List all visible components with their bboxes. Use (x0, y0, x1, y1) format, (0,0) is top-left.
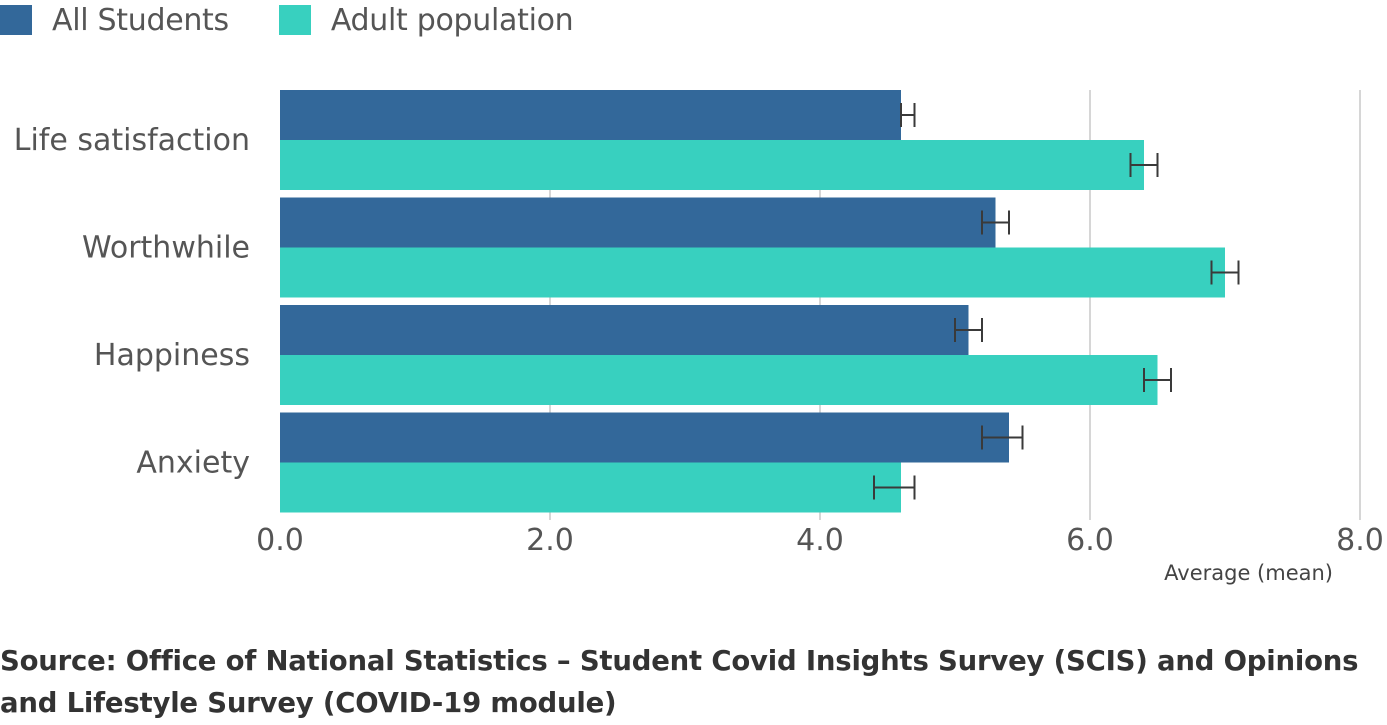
x-axis-ticks: 0.0 2.0 4.0 6.0 8.0 (256, 523, 1384, 558)
bar-all-students-anxiety[interactable] (280, 412, 1009, 463)
bar-adult-population-anxiety[interactable] (280, 462, 901, 513)
category-labels: Life satisfaction Worthwhile Happiness Anxi… (14, 123, 250, 481)
error-bar-adult-population-worthwhile (1210, 260, 1240, 285)
bar-all-students-happiness[interactable] (280, 305, 969, 355)
legend-swatch-all-students (0, 5, 32, 35)
x-tick-label-0-0: 0.0 (256, 523, 304, 558)
bar-adult-population-worthwhile[interactable] (280, 247, 1225, 298)
error-bars (873, 103, 1240, 500)
error-bar-all-students-happiness (954, 318, 983, 342)
x-tick-label-4-0: 4.0 (796, 523, 844, 558)
legend: All Students Adult population (0, 0, 623, 40)
category-label-anxiety: Anxiety (136, 445, 250, 480)
x-tick-label-8-0: 8.0 (1336, 523, 1384, 558)
legend-item-all-students[interactable]: All Students (0, 3, 229, 38)
category-label-life-satisfaction: Life satisfaction (14, 123, 250, 158)
legend-swatch-adult-population (278, 5, 311, 35)
bars (280, 90, 1225, 513)
category-label-worthwhile: Worthwhile (82, 230, 250, 265)
error-bar-all-students-anxiety (981, 425, 1024, 450)
error-bar-adult-population-happiness (1143, 368, 1172, 392)
legend-label-all-students: All Students (52, 2, 229, 38)
bar-adult-population-happiness[interactable] (280, 355, 1158, 405)
error-bar-all-students-worthwhile (981, 210, 1010, 235)
x-tick-label-2-0: 2.0 (526, 523, 574, 558)
legend-label-adult-population: Adult population (330, 2, 574, 38)
source-note: Source: Office of National Statistics – … (0, 645, 1359, 719)
legend-item-adult-population[interactable]: Adult population (278, 2, 574, 38)
bar-adult-population-life-satisfaction[interactable] (280, 140, 1144, 190)
category-label-happiness: Happiness (94, 338, 250, 373)
error-bar-all-students-life-satisfaction (900, 103, 916, 127)
chart: Life satisfaction Worthwhile Happiness Anxi… (14, 90, 1384, 585)
x-axis-title: Average (mean) (1164, 561, 1333, 585)
x-tick-label-6-0: 6.0 (1066, 523, 1114, 558)
bar-all-students-life-satisfaction[interactable] (280, 90, 901, 140)
bar-all-students-worthwhile[interactable] (280, 197, 996, 248)
error-bar-adult-population-life-satisfaction (1129, 153, 1159, 177)
error-bar-adult-population-anxiety (873, 475, 916, 500)
